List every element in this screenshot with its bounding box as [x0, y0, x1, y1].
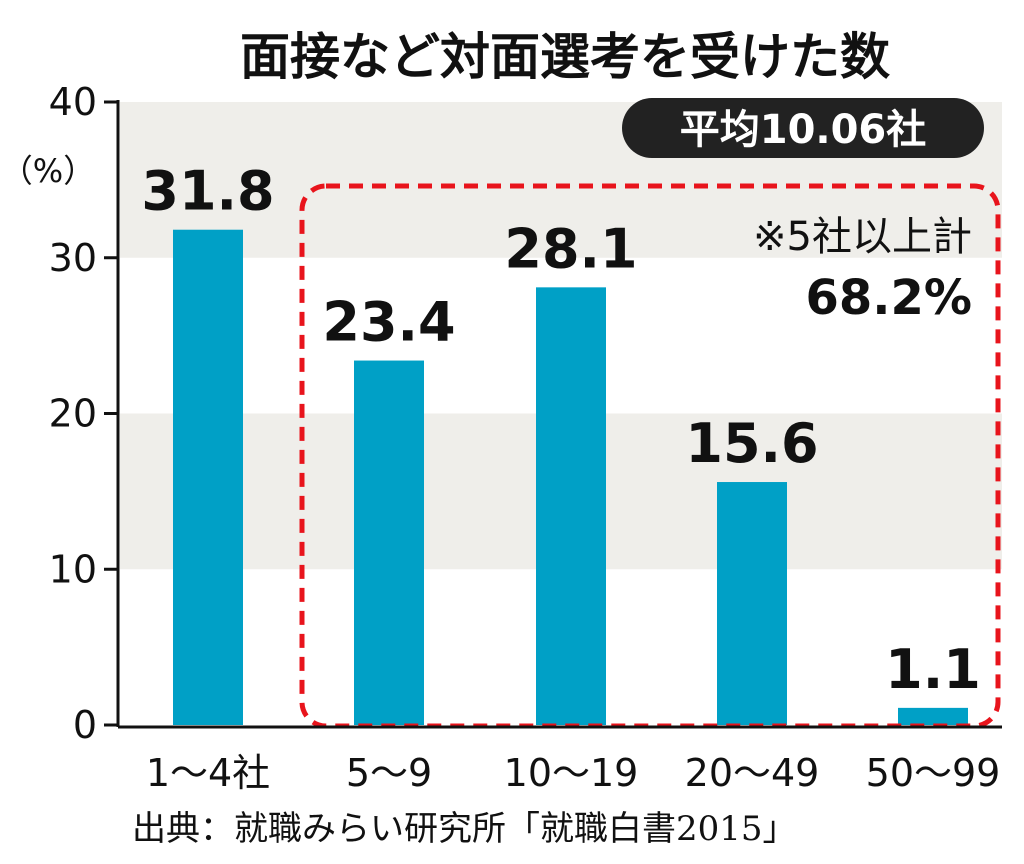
y-axis-ticks: 0 10 20 30 40	[49, 80, 118, 747]
bars	[173, 229, 968, 725]
x-tick-label: 20～49	[685, 751, 820, 795]
highlight-box	[299, 183, 1001, 729]
bar	[536, 287, 606, 725]
bar	[898, 707, 968, 725]
bar-value-label: 1.1	[885, 638, 981, 701]
source-note: 出典：就職みらい研究所「就職白書2015」	[132, 809, 797, 849]
bar	[354, 360, 424, 725]
bar-value-label: 31.8	[141, 160, 274, 223]
y-tick-label: 40	[49, 80, 97, 124]
y-tick-label: 30	[49, 236, 97, 280]
average-badge-text: 平均10.06社	[680, 107, 927, 153]
x-tick-label: 10～19	[504, 751, 639, 795]
chart-title: 面接など対面選考を受けた数	[240, 28, 890, 86]
y-axis-unit: （%）	[1, 152, 95, 190]
x-tick-label: 5～9	[346, 751, 432, 795]
x-axis-labels: 1～4社 5～9 10～19 20～49 50～99	[146, 751, 1001, 795]
y-tick-label: 20	[49, 392, 97, 436]
annotation-label: ※5社以上計	[753, 214, 972, 260]
y-tick-label: 0	[73, 703, 97, 747]
annotation-value: 68.2%	[805, 270, 972, 326]
average-badge	[622, 98, 984, 158]
x-tick-label: 1～4社	[146, 751, 270, 795]
bar	[173, 229, 243, 725]
x-tick-label: 50～99	[866, 751, 1001, 795]
bar-value-label: 28.1	[504, 217, 637, 280]
bar	[717, 482, 787, 725]
bar-value-label: 15.6	[685, 412, 818, 475]
y-tick-label: 10	[49, 547, 97, 591]
bar-value-label: 23.4	[322, 291, 455, 354]
value-labels: 31.8 23.4 28.1 15.6 1.1	[141, 160, 980, 701]
